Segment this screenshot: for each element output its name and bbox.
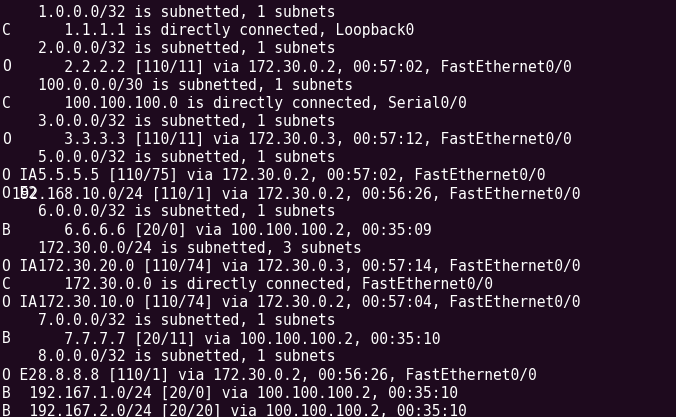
Text: 100.0.0.0/30 is subnetted, 1 subnets: 100.0.0.0/30 is subnetted, 1 subnets: [3, 78, 354, 93]
Text: 2.2.2.2 [110/11] via 172.30.0.2, 00:57:02, FastEthernet0/0: 2.2.2.2 [110/11] via 172.30.0.2, 00:57:0…: [3, 59, 572, 74]
Text: 172.30.0.0 is directly connected, FastEthernet0/0: 172.30.0.0 is directly connected, FastEt…: [3, 277, 493, 292]
Text: O: O: [2, 59, 11, 74]
Text: C: C: [2, 95, 11, 111]
Text: 1.1.1.1 is directly connected, Loopback0: 1.1.1.1 is directly connected, Loopback0: [3, 23, 414, 38]
Text: 8.0.0.0/32 is subnetted, 1 subnets: 8.0.0.0/32 is subnetted, 1 subnets: [3, 349, 336, 364]
Text: 1.0.0.0/32 is subnetted, 1 subnets: 1.0.0.0/32 is subnetted, 1 subnets: [3, 5, 336, 20]
Text: O IA: O IA: [2, 295, 37, 310]
Text: 172.30.10.0 [110/74] via 172.30.0.2, 00:57:04, FastEthernet0/0: 172.30.10.0 [110/74] via 172.30.0.2, 00:…: [3, 295, 581, 310]
Text: 192.167.2.0/24 [20/20] via 100.100.100.2, 00:35:10: 192.167.2.0/24 [20/20] via 100.100.100.2…: [3, 404, 467, 417]
Text: 6.6.6.6 [20/0] via 100.100.100.2, 00:35:09: 6.6.6.6 [20/0] via 100.100.100.2, 00:35:…: [3, 223, 432, 238]
Text: C: C: [2, 23, 11, 38]
Text: B: B: [2, 223, 11, 238]
Text: B: B: [2, 404, 11, 417]
Text: O: O: [2, 132, 11, 147]
Text: 3.0.0.0/32 is subnetted, 1 subnets: 3.0.0.0/32 is subnetted, 1 subnets: [3, 114, 336, 129]
Text: 5.0.0.0/32 is subnetted, 1 subnets: 5.0.0.0/32 is subnetted, 1 subnets: [3, 150, 336, 165]
Text: B: B: [2, 386, 11, 401]
Text: O E2: O E2: [2, 186, 37, 201]
Text: 100.100.100.0 is directly connected, Serial0/0: 100.100.100.0 is directly connected, Ser…: [3, 95, 467, 111]
Text: 192.167.1.0/24 [20/0] via 100.100.100.2, 00:35:10: 192.167.1.0/24 [20/0] via 100.100.100.2,…: [3, 386, 458, 401]
Text: 2.0.0.0/32 is subnetted, 1 subnets: 2.0.0.0/32 is subnetted, 1 subnets: [3, 41, 336, 56]
Text: 172.30.0.0/24 is subnetted, 3 subnets: 172.30.0.0/24 is subnetted, 3 subnets: [3, 241, 362, 256]
Text: 3.3.3.3 [110/11] via 172.30.0.3, 00:57:12, FastEthernet0/0: 3.3.3.3 [110/11] via 172.30.0.3, 00:57:1…: [3, 132, 572, 147]
Text: O E2: O E2: [2, 368, 37, 383]
Text: 8.8.8.8 [110/1] via 172.30.0.2, 00:56:26, FastEthernet0/0: 8.8.8.8 [110/1] via 172.30.0.2, 00:56:26…: [3, 368, 537, 383]
Text: O IA: O IA: [2, 168, 37, 183]
Text: 172.30.20.0 [110/74] via 172.30.0.3, 00:57:14, FastEthernet0/0: 172.30.20.0 [110/74] via 172.30.0.3, 00:…: [3, 259, 581, 274]
Text: C: C: [2, 277, 11, 292]
Text: 6.0.0.0/32 is subnetted, 1 subnets: 6.0.0.0/32 is subnetted, 1 subnets: [3, 204, 336, 219]
Text: 192.168.10.0/24 [110/1] via 172.30.0.2, 00:56:26, FastEthernet0/0: 192.168.10.0/24 [110/1] via 172.30.0.2, …: [3, 186, 581, 201]
Text: B: B: [2, 332, 11, 347]
Text: O IA: O IA: [2, 259, 37, 274]
Text: 5.5.5.5 [110/75] via 172.30.0.2, 00:57:02, FastEthernet0/0: 5.5.5.5 [110/75] via 172.30.0.2, 00:57:0…: [3, 168, 546, 183]
Text: 7.0.0.0/32 is subnetted, 1 subnets: 7.0.0.0/32 is subnetted, 1 subnets: [3, 313, 336, 328]
Text: 7.7.7.7 [20/11] via 100.100.100.2, 00:35:10: 7.7.7.7 [20/11] via 100.100.100.2, 00:35…: [3, 332, 441, 347]
